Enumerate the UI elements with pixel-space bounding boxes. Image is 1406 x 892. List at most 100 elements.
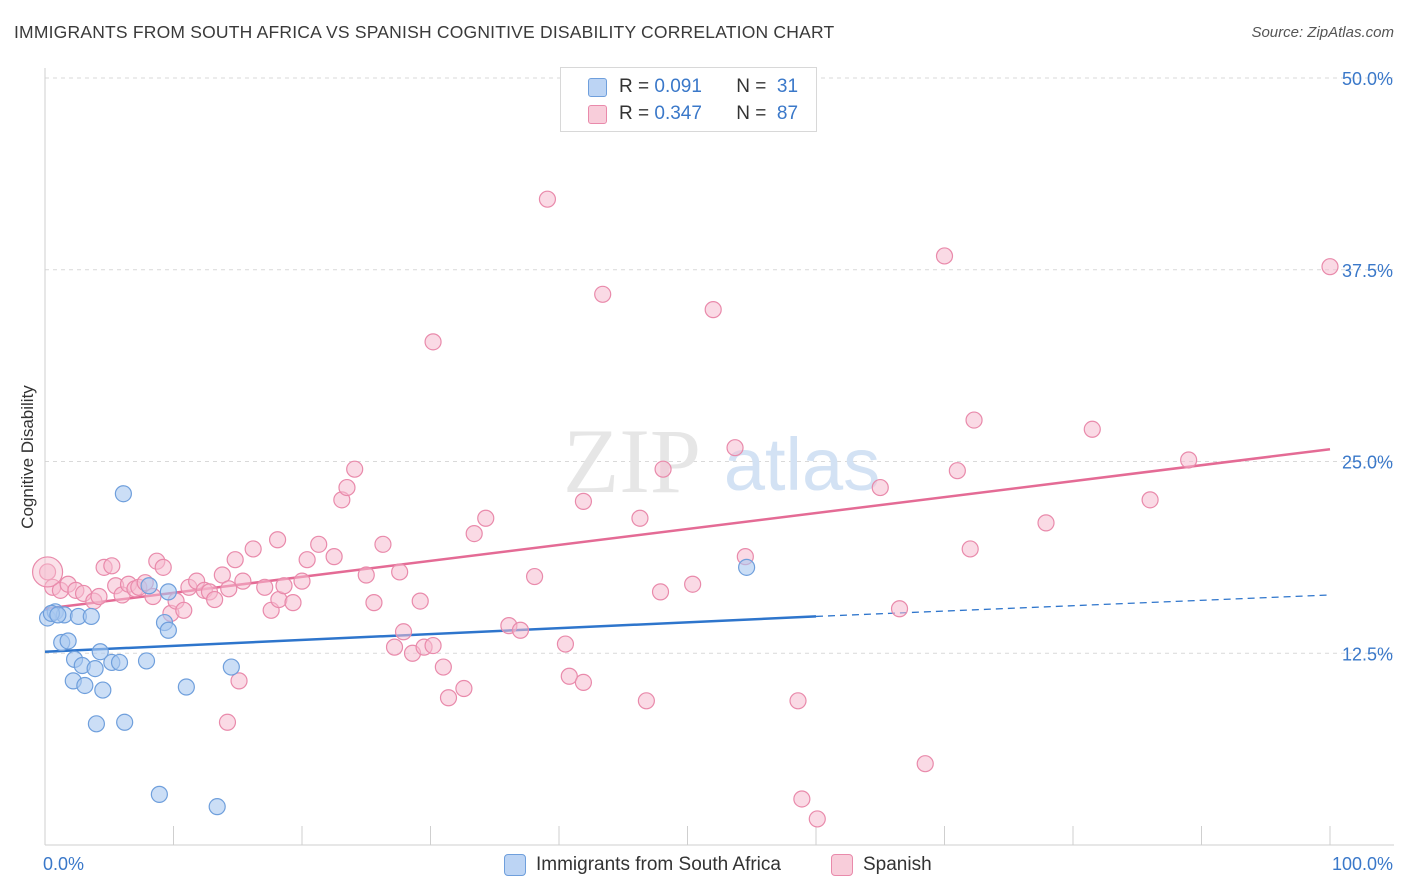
spanish-point xyxy=(1037,514,1055,532)
legend-n-value: 31 xyxy=(776,76,799,97)
y-tick-label: 37.5% xyxy=(1342,261,1393,281)
spanish-point xyxy=(434,658,452,676)
spanish-point xyxy=(394,623,413,641)
source-label: Source: ZipAtlas.com xyxy=(1251,24,1394,41)
spanish-point xyxy=(284,594,302,612)
x-tick-label: 0.0% xyxy=(43,854,84,874)
legend: R = 0.091 N = 31 R = 0.347 N = 87 xyxy=(560,67,817,132)
spanish-point xyxy=(455,679,473,698)
south-africa-point xyxy=(87,715,106,733)
spanish-point xyxy=(704,301,722,319)
y-tick-label: 12.5% xyxy=(1342,644,1393,664)
spanish-point xyxy=(175,601,193,619)
spanish-point xyxy=(890,600,909,618)
tick-labels: 12.5% 25.0% 37.5% 50.0% 0.0% 100.0% xyxy=(43,69,1393,874)
south-africa-point xyxy=(208,798,226,816)
gridlines xyxy=(45,77,1394,654)
south-africa-point xyxy=(114,485,132,503)
spanish-point xyxy=(268,531,287,549)
south-africa-point xyxy=(150,785,168,803)
legend-row-south-africa: R = 0.091 N = 31 xyxy=(588,75,798,99)
south-africa-point xyxy=(159,583,177,601)
bottom-legend-label: Spanish xyxy=(863,854,932,875)
spanish-point xyxy=(560,667,578,685)
spanish-point xyxy=(411,592,429,610)
legend-r-label: R = xyxy=(619,103,650,124)
spanish-point xyxy=(391,563,409,581)
spanish-point xyxy=(631,509,649,527)
spanish-point xyxy=(789,692,807,710)
south-africa-points xyxy=(38,485,756,816)
spanish-point xyxy=(310,535,328,553)
south-africa-point xyxy=(140,577,158,595)
spanish-point xyxy=(103,557,121,575)
spanish-point xyxy=(385,638,404,656)
spanish-point xyxy=(31,556,64,588)
south-africa-point xyxy=(49,606,67,624)
spanish-point xyxy=(684,575,702,593)
spanish-point xyxy=(234,572,252,590)
spanish-point xyxy=(511,621,530,639)
south-africa-point xyxy=(222,658,240,676)
spanish-point xyxy=(374,535,392,553)
legend-r-value: 0.091 xyxy=(654,76,702,97)
spanish-point xyxy=(574,492,593,510)
spanish-point xyxy=(424,636,442,655)
spanish-point xyxy=(1180,451,1198,469)
legend-swatch-blue xyxy=(588,77,607,97)
spanish-point xyxy=(293,572,311,590)
spanish-point xyxy=(346,460,364,478)
legend-r-value: 0.347 xyxy=(654,103,702,124)
spanish-point xyxy=(1321,258,1339,276)
legend-n-value: 87 xyxy=(776,103,799,124)
spanish-point xyxy=(538,190,557,208)
south-africa-point xyxy=(137,652,156,670)
spanish-point xyxy=(275,577,293,595)
spanish-point xyxy=(244,540,262,558)
spanish-point xyxy=(226,551,244,569)
spanish-point xyxy=(90,587,108,606)
spanish-point xyxy=(256,578,274,596)
spanish-point xyxy=(477,509,495,527)
bottom-legend-label: Immigrants from South Africa xyxy=(536,854,781,875)
legend-n-label: N = xyxy=(736,103,767,124)
south-africa-point xyxy=(82,607,100,626)
spanish-point xyxy=(213,566,231,584)
spanish-point xyxy=(465,524,483,543)
spanish-point xyxy=(220,580,238,598)
south-africa-trend-line xyxy=(44,615,817,653)
spanish-point xyxy=(38,563,57,581)
south-africa-point xyxy=(59,632,77,650)
axes xyxy=(44,68,1394,846)
legend-r-label: R = xyxy=(619,76,650,97)
spanish-point xyxy=(594,285,612,303)
spanish-point xyxy=(325,548,343,566)
spanish-point xyxy=(808,810,826,828)
south-africa-point xyxy=(76,676,94,695)
spanish-point xyxy=(424,333,442,351)
spanish-point xyxy=(935,247,954,265)
spanish-point xyxy=(439,689,458,707)
y-tick-label: 50.0% xyxy=(1342,69,1393,89)
south-africa-point xyxy=(94,681,112,699)
spanish-point xyxy=(556,635,575,653)
bottom-legend-swatch-blue xyxy=(504,854,526,876)
south-africa-point xyxy=(110,653,129,672)
south-africa-point xyxy=(738,558,756,576)
spanish-point xyxy=(154,558,172,576)
spanish-point xyxy=(206,590,224,609)
spanish-point xyxy=(1083,420,1101,438)
spanish-point xyxy=(871,478,889,497)
spanish-point xyxy=(654,460,672,478)
south-africa-point xyxy=(91,643,109,661)
spanish-point xyxy=(1141,491,1159,509)
south-africa-point xyxy=(177,678,195,696)
spanish-point xyxy=(218,713,237,731)
chart-title: IMMIGRANTS FROM SOUTH AFRICA VS SPANISH … xyxy=(14,22,835,42)
legend-row-spanish: R = 0.347 N = 87 xyxy=(588,102,798,126)
spanish-point xyxy=(651,583,670,601)
spanish-point xyxy=(298,551,316,569)
spanish-point xyxy=(965,411,983,429)
spanish-point xyxy=(230,672,248,690)
